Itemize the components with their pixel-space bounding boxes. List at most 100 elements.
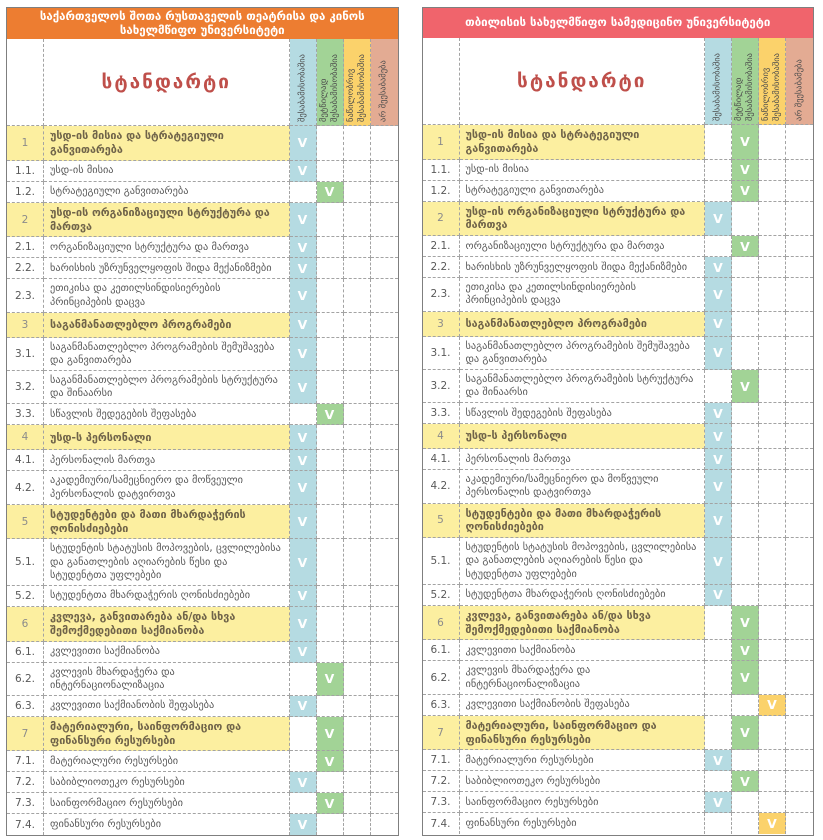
compliance-mark-cell (705, 813, 732, 835)
substandard-title: პერსონალის მართვა (459, 449, 705, 471)
standard-number-column-header (7, 39, 44, 127)
standard-title: სტუდენტები და მათი მხარდაჭერის ღონისძიებ… (459, 503, 705, 539)
check-mark-icon: V (732, 661, 759, 695)
compliance-mark-cell (705, 125, 732, 160)
standard-title: უსდ-ს პერსონალი (44, 425, 290, 451)
standard-number: 3.3. (7, 404, 44, 426)
standard-title: სტუდენტები და მათი მხარდაჭერის ღონისძიებ… (44, 504, 290, 540)
compliance-mark-cell (370, 606, 398, 642)
compliance-mark-cell (316, 641, 344, 663)
check-mark-icon: V (289, 312, 317, 338)
compliance-mark-cell (316, 202, 344, 238)
compliance-mark-cell (343, 237, 371, 259)
compliance-mark-cell (786, 159, 813, 181)
compliance-mark-cell (343, 181, 371, 203)
standards-grid: სტანდარტი შესაბამისობაშია მეტწილად შესაბამ… (422, 38, 813, 835)
substandard-title: უსდ-ის მისია (459, 159, 705, 181)
check-mark-icon: V (732, 159, 759, 181)
compliance-mark-cell (343, 539, 371, 586)
compliance-mark-cell (759, 584, 786, 606)
standard-number: 4.2. (7, 471, 44, 505)
standard-number: 1.1. (422, 159, 460, 181)
standards-grid: სტანდარტი შესაბამისობაშია მეტწილად შესაბამ… (7, 39, 398, 836)
compliance-mark-cell (732, 311, 759, 337)
compliance-mark-cell (370, 539, 398, 586)
substandard-title: ორგანიზაციული სტრუქტურა და მართვა (459, 236, 705, 258)
standard-number: 5.2. (7, 585, 44, 607)
compliance-level-header: არ შეესაბამება (786, 38, 813, 125)
compliance-mark-cell (370, 450, 398, 472)
compliance-mark-cell (786, 605, 813, 641)
compliance-mark-cell (370, 237, 398, 259)
check-mark-icon: V (705, 538, 732, 585)
compliance-mark-cell (343, 425, 371, 451)
compliance-mark-cell (370, 751, 398, 773)
compliance-mark-cell (316, 504, 344, 540)
compliance-mark-cell (316, 279, 344, 313)
standard-number: 2.2. (422, 257, 460, 279)
substandard-title: მატერიალური რესურსები (459, 750, 705, 772)
substandard-title: სწავლის შედეგების შეფასება (44, 404, 290, 426)
standard-number: 5.1. (7, 539, 44, 586)
standard-number: 2 (7, 202, 44, 238)
compliance-mark-cell (786, 792, 813, 814)
check-mark-icon: V (705, 792, 732, 814)
compliance-level-label: ნაწილობრივ შესაბამისობაშია (345, 54, 367, 123)
standard-number: 6 (7, 606, 44, 642)
compliance-mark-cell (289, 404, 317, 426)
standard-number: 2.2. (7, 258, 44, 280)
check-mark-icon: V (732, 715, 759, 751)
check-mark-icon: V (316, 404, 344, 426)
compliance-mark-cell (370, 371, 398, 405)
compliance-mark-cell (786, 503, 813, 539)
standard-number: 7.1. (7, 751, 44, 773)
compliance-mark-cell (786, 403, 813, 425)
compliance-mark-cell (759, 336, 786, 370)
compliance-mark-cell (759, 640, 786, 662)
compliance-mark-cell (786, 640, 813, 662)
compliance-mark-cell (786, 584, 813, 606)
compliance-mark-cell (370, 160, 398, 182)
compliance-mark-cell (343, 716, 371, 752)
compliance-mark-cell (759, 715, 786, 751)
substandard-title: სტრატეგიული განვითარება (44, 181, 290, 203)
compliance-mark-cell (732, 813, 759, 835)
compliance-mark-cell (732, 336, 759, 370)
compliance-mark-cell (786, 236, 813, 258)
compliance-mark-cell (786, 750, 813, 772)
check-mark-icon: V (316, 751, 344, 773)
substandard-title: ორგანიზაციული სტრუქტურა და მართვა (44, 237, 290, 259)
compliance-mark-cell (370, 337, 398, 372)
compliance-mark-cell (316, 237, 344, 259)
standard-number: 1.1. (7, 160, 44, 182)
substandard-title: კვლევის მხარდაჭერა და ინტერნაციონალიზაცი… (459, 661, 705, 695)
compliance-mark-cell (705, 694, 732, 716)
compliance-mark-cell (343, 258, 371, 280)
check-mark-icon: V (705, 336, 732, 370)
compliance-mark-cell (370, 425, 398, 451)
standard-number-column-header (422, 38, 460, 125)
compliance-level-label: ნაწილობრივ შესაბამისობაშია (760, 53, 782, 121)
check-mark-icon: V (316, 662, 344, 696)
compliance-mark-cell (289, 181, 317, 203)
compliance-mark-cell (732, 201, 759, 237)
substandard-title: აკადემიური/სამეცნიერო და მოწვეული პერსონ… (459, 470, 705, 504)
standard-number: 6.2. (7, 662, 44, 696)
compliance-mark-cell (316, 312, 344, 338)
substandard-title: საგანმანათლებლო პროგრამების სტრუქტურა და… (44, 371, 290, 405)
compliance-mark-cell (343, 279, 371, 313)
check-mark-icon: V (289, 450, 317, 472)
check-mark-icon: V (759, 813, 786, 835)
standard-number: 5.1. (422, 538, 460, 585)
standard-column-header: სტანდარტი (459, 38, 705, 125)
compliance-mark-cell (343, 126, 371, 161)
compliance-mark-cell (316, 695, 344, 717)
check-mark-icon: V (289, 337, 317, 372)
check-mark-icon: V (732, 640, 759, 662)
compliance-mark-cell (759, 180, 786, 202)
check-mark-icon: V (289, 258, 317, 280)
substandard-title: საბიბლიოთეკო რესურსები (44, 772, 290, 794)
standard-number: 2.3. (7, 279, 44, 313)
compliance-mark-cell (316, 126, 344, 161)
university-title: თბილისის სახელმწიფო სამედიცინო უნივერსიტ… (422, 8, 813, 38)
